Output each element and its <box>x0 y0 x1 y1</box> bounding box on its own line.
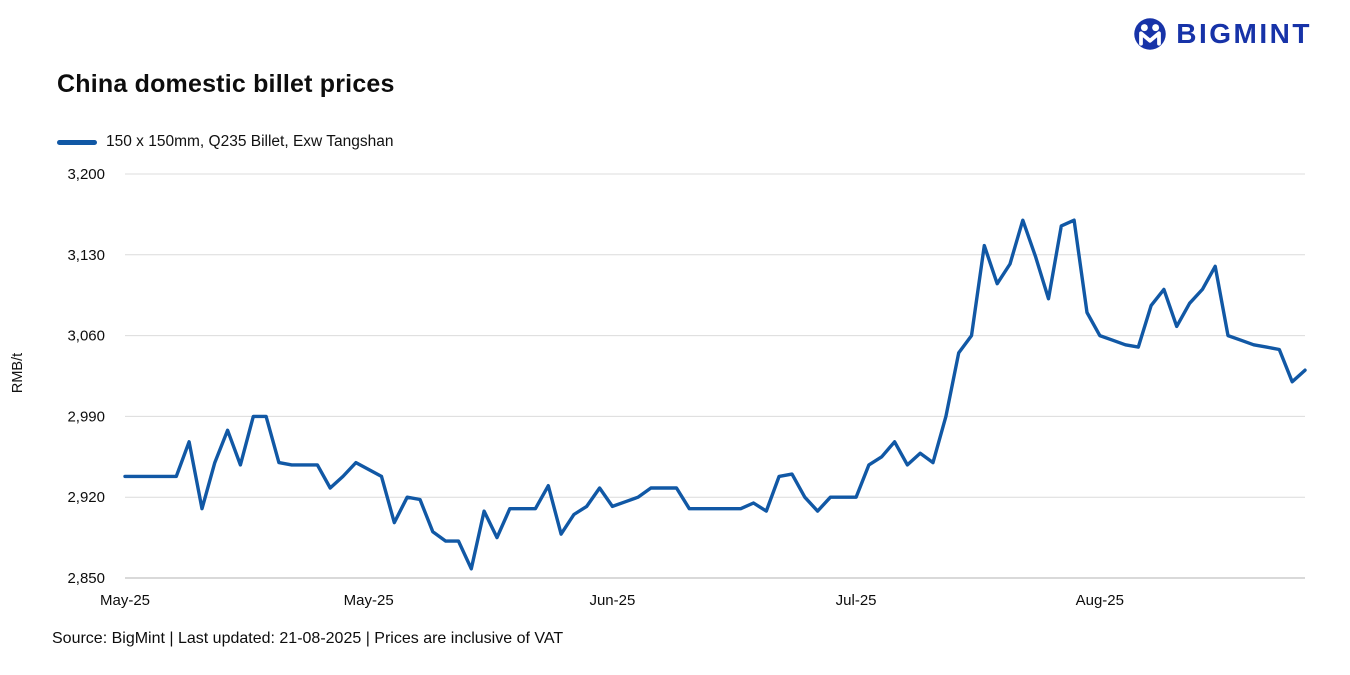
svg-text:Jul-25: Jul-25 <box>836 592 877 609</box>
bigmint-logo: BIGMINT <box>1132 16 1312 52</box>
svg-text:2,850: 2,850 <box>67 570 105 587</box>
legend-line-swatch <box>57 139 97 145</box>
source-note: Source: BigMint | Last updated: 21-08-20… <box>52 630 564 647</box>
svg-text:3,200: 3,200 <box>67 168 105 183</box>
svg-text:Jun-25: Jun-25 <box>589 592 635 609</box>
price-line-chart: 2,850 2,920 2,990 3,060 3,130 3,200 May-25 May-… <box>67 168 1307 609</box>
legend: 150 x 150mm, Q235 Billet, Exw Tangshan <box>57 133 393 151</box>
svg-text:2,990: 2,990 <box>67 408 105 425</box>
svg-text:3,060: 3,060 <box>67 328 105 345</box>
svg-text:Aug-25: Aug-25 <box>1076 592 1124 609</box>
legend-label: 150 x 150mm, Q235 Billet, Exw Tangshan <box>106 133 394 150</box>
svg-text:May-25: May-25 <box>100 592 150 609</box>
bigmint-logo-icon <box>1134 18 1167 50</box>
bigmint-logo-text: BIGMINT <box>1176 18 1312 49</box>
svg-text:3,130: 3,130 <box>67 247 105 264</box>
svg-text:May-25: May-25 <box>344 592 394 609</box>
chart-title: China domestic billet prices <box>57 70 395 98</box>
svg-text:2,920: 2,920 <box>67 489 105 506</box>
